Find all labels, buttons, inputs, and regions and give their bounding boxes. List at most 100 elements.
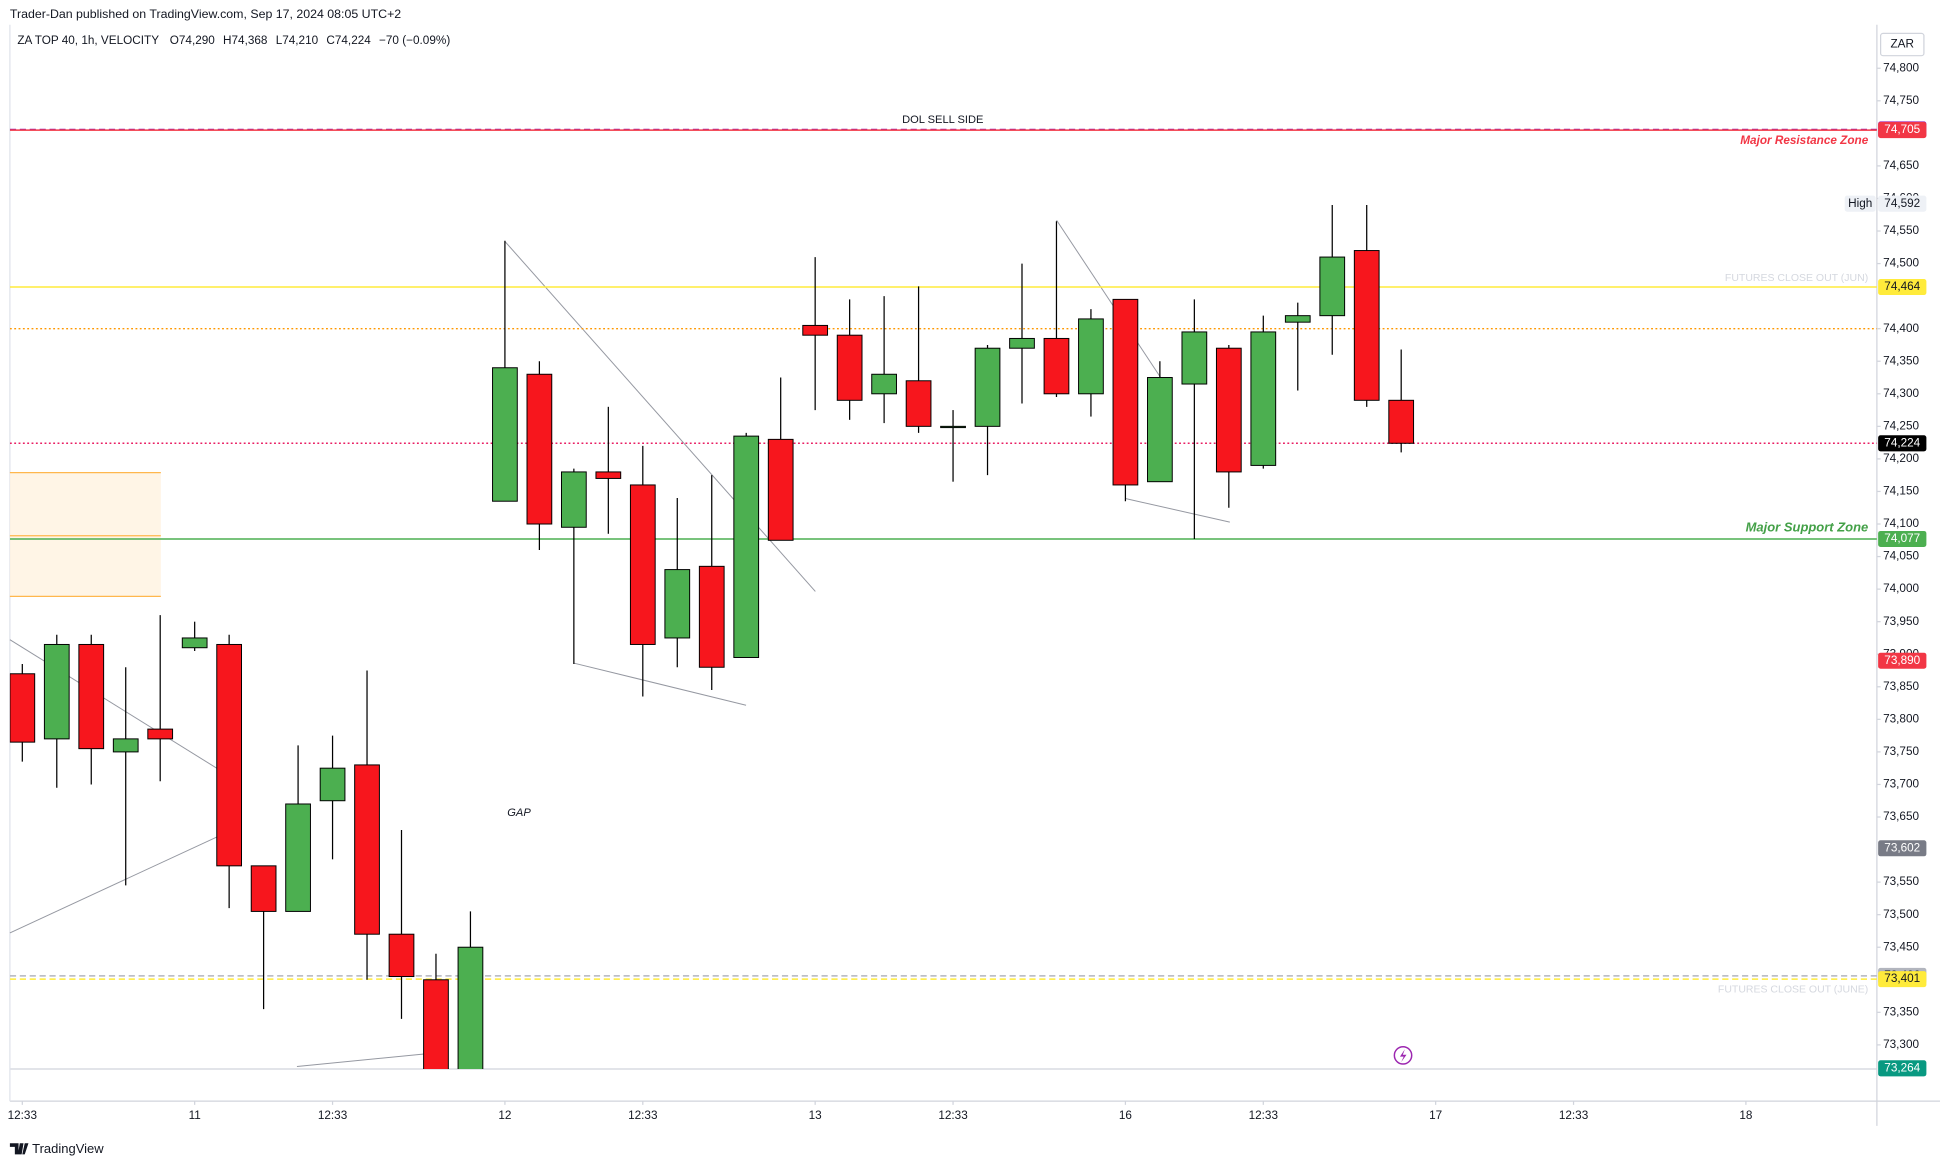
x-tick-label: 11: [189, 1109, 201, 1122]
trend-line: [296, 1052, 436, 1068]
trend-line: [1056, 219, 1161, 378]
candle-body: [1078, 318, 1104, 395]
candle-body: [905, 380, 932, 427]
x-tick-label: 12:33: [628, 1109, 658, 1122]
price-tag: [1878, 971, 1927, 988]
candle-body: [285, 803, 311, 912]
x-tick-label: 12:33: [938, 1109, 968, 1122]
candle-body: [78, 643, 105, 750]
annotation: FUTURES CLOSE OUT (JUNE): [1718, 984, 1868, 996]
legend-item: L74,210: [276, 34, 319, 47]
y-tick-label: 74,650: [1883, 159, 1919, 172]
drawings: [9, 219, 1230, 1068]
legend-item: H74,368: [223, 34, 268, 47]
price-tag-label: 73,890: [1884, 654, 1920, 667]
y-tick-label: 74,500: [1883, 257, 1919, 270]
candle-body: [836, 334, 863, 401]
legend-item: −70 (−0.09%): [379, 34, 450, 47]
alert-bolt: [1399, 1049, 1407, 1063]
price-tag: [1878, 530, 1927, 548]
candle-body: [181, 637, 208, 649]
x-tick-label: 12: [498, 1109, 511, 1122]
brand: TradingView: [32, 1141, 104, 1156]
price-tag-label: 73,602: [1884, 841, 1920, 854]
y-tick-label: 74,050: [1883, 550, 1919, 563]
candle-body: [940, 425, 966, 429]
candle-body: [526, 373, 553, 525]
axes: 74,80074,75074,65074,60074,55074,50074,4…: [8, 61, 1920, 1122]
candle-body: [1112, 298, 1139, 486]
price-tag: [1878, 278, 1927, 296]
y-tick-label: 73,300: [1883, 1038, 1919, 1051]
annotation: DOL SELL SIDE: [902, 114, 983, 126]
candle-body: [560, 471, 587, 528]
currency-box: [1879, 32, 1925, 57]
price-tag: [1878, 195, 1927, 212]
candle-body: [802, 324, 829, 336]
candle-body: [1353, 250, 1380, 401]
currency: ZAR: [1891, 38, 1914, 51]
candle-body: [319, 767, 346, 802]
y-tick-label: 74,250: [1883, 419, 1919, 432]
price-tag-label: 74,592: [1884, 197, 1920, 210]
candle-body: [871, 373, 897, 395]
price-tag: [1878, 122, 1927, 139]
y-tick-label: 74,800: [1883, 61, 1919, 74]
y-tick-label: 73,650: [1883, 810, 1919, 823]
price-tag-label: 73,264: [1884, 1061, 1920, 1074]
price-tag-label: 73,401: [1884, 972, 1920, 985]
annotation: GAP: [507, 807, 531, 819]
trend-line: [504, 240, 816, 592]
candle-body: [354, 764, 380, 935]
candle-body: [1319, 256, 1346, 317]
y-tick-label: 73,700: [1883, 778, 1919, 791]
candle-body: [1250, 331, 1277, 466]
candle-body: [1388, 399, 1415, 444]
candle-body: [664, 569, 691, 639]
publish-info: Trader-Dan published on TradingView.com,…: [10, 7, 401, 21]
price-tag: [1878, 652, 1927, 669]
price-tag-label: 74,224: [1884, 436, 1920, 449]
candle-body: [974, 347, 1001, 427]
candle-body: [457, 946, 484, 1069]
candle-body: [1181, 331, 1208, 385]
candle-body: [147, 728, 174, 740]
annotation: Major Resistance Zone: [1740, 134, 1868, 147]
y-tick-label: 73,750: [1883, 745, 1919, 758]
y-tick-label: 73,550: [1883, 875, 1919, 888]
brand-logo: [9, 1143, 29, 1155]
legend-item: O74,290: [170, 34, 216, 47]
candle-body: [629, 484, 656, 645]
price-tag-title-box: [1844, 195, 1876, 212]
candle-body: [1147, 377, 1173, 483]
legend-item: C74,224: [326, 34, 371, 47]
trend-line: [9, 639, 230, 777]
candle-body: [1043, 337, 1070, 395]
x-tick-label: 12:33: [318, 1109, 348, 1122]
y-tick-label: 73,500: [1883, 908, 1919, 921]
y-tick-label: 73,350: [1883, 1005, 1919, 1018]
levels: [9, 128, 1877, 980]
trend-line: [1125, 498, 1230, 523]
x-tick-label: 13: [809, 1109, 823, 1122]
annotation: Major Support Zone: [1746, 520, 1869, 535]
price-tag: [1878, 840, 1927, 857]
candle-body: [1284, 315, 1311, 323]
y-tick-label: 74,100: [1883, 517, 1919, 530]
annotation: FUTURES CLOSE OUT (JUN): [1725, 272, 1868, 284]
y-tick-label: 74,350: [1883, 354, 1919, 367]
candle-body: [216, 643, 243, 867]
y-tick-label: 74,750: [1883, 94, 1919, 107]
zone-box: [9, 472, 161, 597]
candle-body: [1009, 337, 1035, 349]
candle-body: [388, 933, 415, 978]
symbol-legend: ZA TOP 40, 1h, VELOCITY O74,290 H74,368 …: [17, 34, 450, 47]
candle-body: [1215, 347, 1242, 473]
x-tick-label: 17: [1429, 1109, 1442, 1122]
price-tag-label: 74,464: [1884, 280, 1920, 293]
x-tick-label: 12:33: [1249, 1109, 1279, 1122]
legend-item: ZA TOP 40, 1h, VELOCITY: [17, 34, 159, 47]
y-tick-label: 73,950: [1883, 615, 1919, 628]
